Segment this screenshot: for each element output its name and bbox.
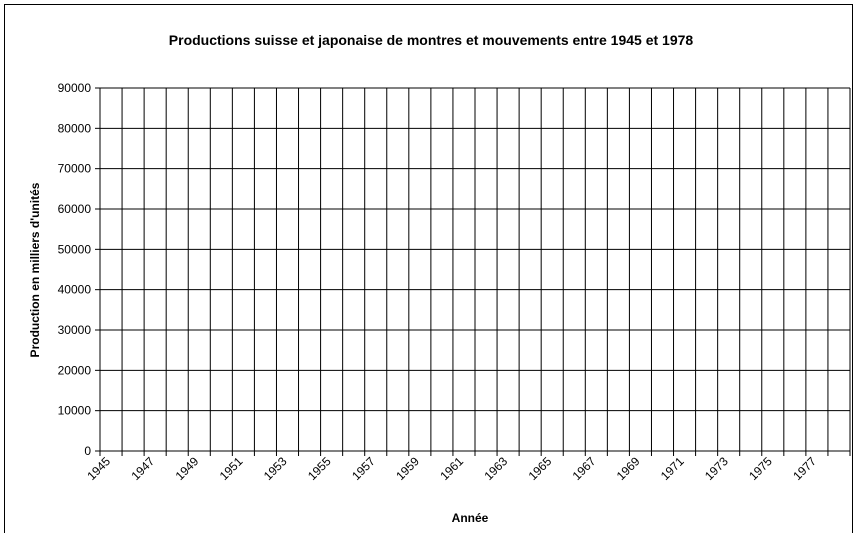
y-tick-label: 90000 [58,81,92,95]
y-tick-label: 20000 [58,363,92,377]
y-tick-label: 60000 [58,202,92,216]
chart-title: Productions suisse et japonaise de montr… [169,32,694,48]
y-tick-label: 10000 [58,404,92,418]
y-tick-label: 70000 [58,162,92,176]
y-axis-label: Production en milliers d'unités [28,182,42,357]
y-tick-label: 0 [84,444,91,458]
y-tick-label: 30000 [58,323,92,337]
y-tick-label: 50000 [58,242,92,256]
y-tick-label: 40000 [58,283,92,297]
y-tick-label: 80000 [58,121,92,135]
x-axis-label: Année [452,511,489,525]
